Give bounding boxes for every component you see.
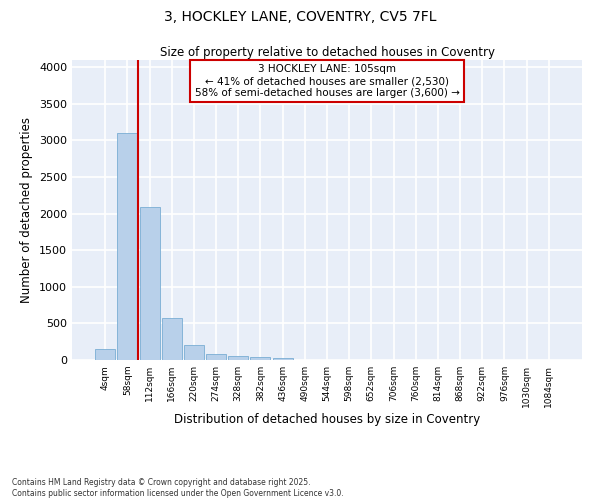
Bar — [184, 346, 204, 360]
Bar — [250, 357, 271, 360]
Title: Size of property relative to detached houses in Coventry: Size of property relative to detached ho… — [160, 46, 494, 59]
Text: 3 HOCKLEY LANE: 105sqm
← 41% of detached houses are smaller (2,530)
58% of semi-: 3 HOCKLEY LANE: 105sqm ← 41% of detached… — [194, 64, 460, 98]
X-axis label: Distribution of detached houses by size in Coventry: Distribution of detached houses by size … — [174, 412, 480, 426]
Bar — [95, 349, 115, 360]
Text: 3, HOCKLEY LANE, COVENTRY, CV5 7FL: 3, HOCKLEY LANE, COVENTRY, CV5 7FL — [164, 10, 436, 24]
Bar — [162, 318, 182, 360]
Text: Contains HM Land Registry data © Crown copyright and database right 2025.
Contai: Contains HM Land Registry data © Crown c… — [12, 478, 344, 498]
Bar — [118, 133, 137, 360]
Y-axis label: Number of detached properties: Number of detached properties — [20, 117, 34, 303]
Bar — [140, 207, 160, 360]
Bar — [206, 354, 226, 360]
Bar — [228, 356, 248, 360]
Bar — [272, 358, 293, 360]
